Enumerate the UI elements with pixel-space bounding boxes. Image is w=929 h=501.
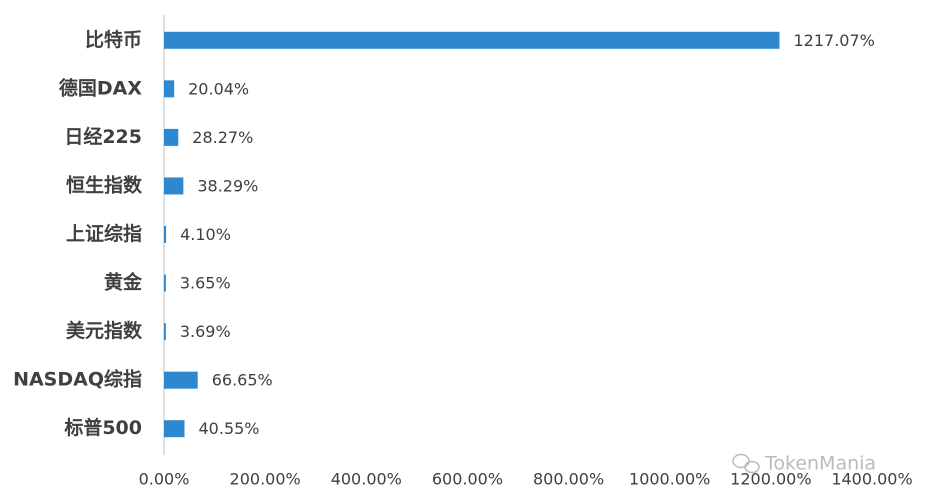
x-tick-label: 200.00% bbox=[230, 470, 301, 489]
y-tick-label: NASDAQ综指 bbox=[13, 368, 142, 391]
y-tick-label: 美元指数 bbox=[66, 319, 143, 342]
bar bbox=[164, 226, 167, 243]
value-label: 20.04% bbox=[188, 79, 249, 98]
y-tick-label: 上证综指 bbox=[66, 222, 142, 245]
bar bbox=[164, 420, 185, 438]
x-tick-label: 800.00% bbox=[533, 470, 604, 489]
x-tick-label: 600.00% bbox=[432, 470, 503, 489]
value-label: 1217.07% bbox=[793, 31, 874, 50]
x-tick-label: 0.00% bbox=[139, 470, 190, 489]
x-tick-label: 400.00% bbox=[331, 470, 402, 489]
y-tick-label: 恒生指数 bbox=[66, 173, 143, 196]
x-tick-label: 1200.00% bbox=[730, 470, 811, 489]
y-tick-label: 日经225 bbox=[64, 125, 142, 148]
bar bbox=[164, 323, 166, 341]
x-tick-label: 1400.00% bbox=[831, 470, 912, 489]
y-tick-label: 比特币 bbox=[85, 29, 142, 51]
bar bbox=[164, 31, 780, 49]
bar bbox=[164, 177, 184, 195]
value-label: 66.65% bbox=[212, 371, 273, 390]
value-label: 40.55% bbox=[199, 419, 260, 438]
bar bbox=[164, 371, 198, 389]
x-tick-label: 1000.00% bbox=[629, 470, 710, 489]
value-label: 38.29% bbox=[197, 176, 258, 195]
y-tick-label: 德国DAX bbox=[59, 76, 142, 99]
bar bbox=[164, 128, 179, 146]
y-tick-label: 黄金 bbox=[104, 271, 143, 294]
y-tick-label: 标普500 bbox=[64, 416, 142, 439]
watermark-icon bbox=[732, 453, 760, 474]
watermark: TokenMania bbox=[764, 453, 876, 475]
value-label: 28.27% bbox=[192, 128, 253, 147]
value-label: 3.65% bbox=[180, 274, 231, 293]
bar bbox=[164, 274, 166, 292]
value-label: 4.10% bbox=[180, 225, 231, 244]
value-label: 3.69% bbox=[180, 322, 231, 341]
bar bbox=[164, 80, 175, 98]
